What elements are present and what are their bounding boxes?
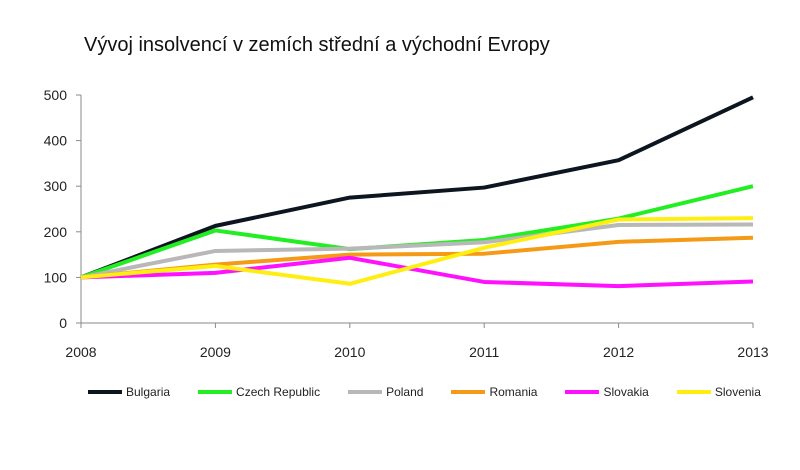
y-tick-label: 400 [44, 133, 68, 149]
legend-item: Slovenia [676, 385, 761, 399]
legend-label: Bulgaria [126, 385, 171, 399]
legend-swatch [198, 390, 233, 394]
legend-label: Poland [386, 385, 424, 399]
series-lines [80, 95, 754, 289]
legend-item: Slovakia [565, 385, 649, 399]
legend-label: Czech Republic [236, 385, 321, 399]
legend: Bulgaria Czech Republic Poland Romania Slova… [88, 385, 789, 399]
series-line-slovakia [80, 255, 754, 289]
series-line-poland [80, 222, 754, 280]
x-tick-label: 2013 [737, 344, 768, 360]
tick-labels: 0 100 200 300 400 500 2008 2009 2010 2011 2012 2013 [44, 87, 769, 360]
y-tick-label: 0 [59, 315, 67, 331]
legend-item: Czech Republic [198, 385, 320, 399]
legend-item: Poland [348, 385, 423, 399]
legend-item: Romania [451, 385, 537, 399]
y-tick-label: 100 [44, 269, 68, 285]
y-tick-label: 200 [44, 224, 68, 240]
x-tick-label: 2010 [334, 344, 365, 360]
series-line-slovenia [80, 216, 754, 286]
legend-swatch [451, 390, 486, 394]
x-tick-label: 2009 [200, 344, 231, 360]
legend-swatch [88, 390, 122, 394]
legend-label: Romania [489, 385, 538, 399]
legend-label: Slovakia [603, 385, 649, 399]
legend-swatch [348, 390, 383, 394]
legend-label: Slovenia [714, 385, 761, 399]
chart-title: Vývoj insolvencí v zemích střední a vých… [84, 34, 550, 56]
x-tick-label: 2008 [65, 344, 96, 360]
series-line-bulgaria [80, 95, 754, 280]
legend-item: Bulgaria [88, 385, 170, 399]
x-tick-label: 2012 [603, 344, 634, 360]
x-tick-label: 2011 [469, 344, 499, 360]
legend-swatch [565, 390, 600, 394]
y-tick-label: 300 [44, 178, 68, 194]
y-tick-label: 500 [44, 87, 68, 103]
axes [76, 94, 754, 328]
legend-swatch [676, 390, 711, 394]
